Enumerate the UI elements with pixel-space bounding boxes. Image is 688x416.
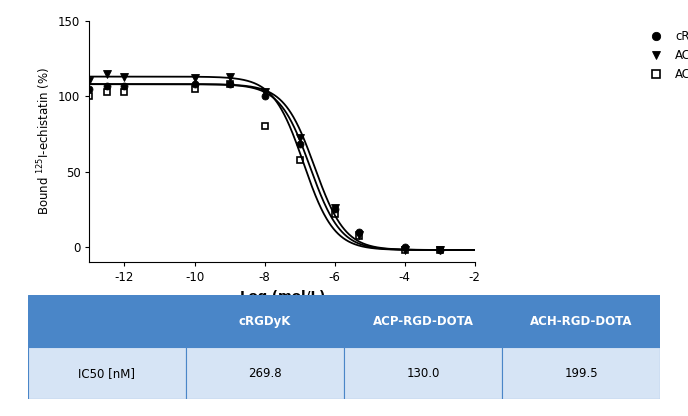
Text: 269.8: 269.8 (248, 367, 281, 380)
Bar (186, 295, 344, 347)
Bar (502, 347, 660, 399)
Text: 199.5: 199.5 (565, 367, 598, 380)
Bar (502, 295, 660, 347)
Text: ACP-RGD-DOTA: ACP-RGD-DOTA (373, 315, 473, 328)
Y-axis label: Bound $^{125}$I-echistatin (%): Bound $^{125}$I-echistatin (%) (35, 67, 52, 215)
Text: IC50 [nM]: IC50 [nM] (78, 367, 135, 380)
Text: cRGDyK: cRGDyK (239, 315, 291, 328)
Bar (28, 347, 186, 399)
X-axis label: Log (mol/L): Log (mol/L) (239, 290, 325, 303)
Legend: cRGDyK, ACP-RGD-DOTA, ACH-RGD-DOTA: cRGDyK, ACP-RGD-DOTA, ACH-RGD-DOTA (641, 27, 688, 84)
Text: ACH-RGD-DOTA: ACH-RGD-DOTA (530, 315, 632, 328)
Text: 130.0: 130.0 (407, 367, 440, 380)
Bar (28, 295, 186, 347)
Bar (344, 347, 502, 399)
Bar (186, 347, 344, 399)
Bar (344, 295, 502, 347)
